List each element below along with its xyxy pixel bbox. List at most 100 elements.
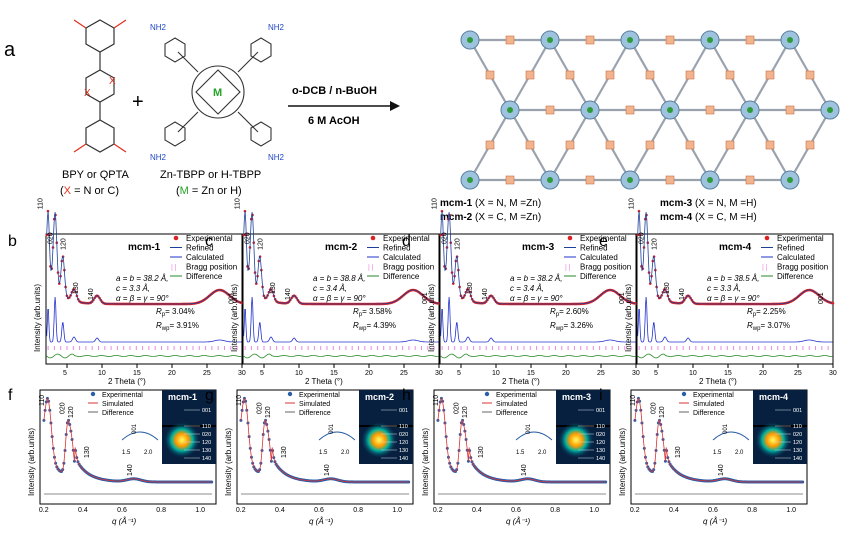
- peak-label-110: 110: [236, 395, 243, 406]
- inset-tick-label: 1.5: [516, 450, 525, 456]
- peak-label-140: 140: [521, 464, 528, 476]
- metal-node: [667, 107, 673, 113]
- porphyrin-structure: [164, 37, 272, 147]
- linker-node: [805, 70, 815, 80]
- panel-title: mcm-4: [719, 242, 752, 253]
- legend-entry: Bragg position: [383, 263, 434, 272]
- saxs-panel-mcm-4: i Intensity (arb.units) q (Å⁻¹) 0.2 0.4 0.6 0.…: [599, 387, 808, 526]
- metal-node: [827, 107, 833, 113]
- x-tick-label: 1.0: [195, 507, 205, 514]
- pxrd-panel-mcm-4: e Intensity (arb.units) 2 Theta (°) 5 10 15 20…: [599, 198, 837, 386]
- inset-tick-label: 1.5: [319, 450, 328, 456]
- x-tick-label: 5: [260, 370, 264, 377]
- legend-entry: Difference: [777, 272, 814, 281]
- saxs-panel-mcm-2: g Intensity (arb.units) q (Å⁻¹) 0.2 0.4 0.6 0.…: [205, 387, 414, 526]
- rp-value: Rp= 2.25%: [747, 307, 786, 318]
- panel-letter: h: [402, 387, 411, 404]
- peak-label-140: 140: [679, 288, 686, 300]
- diffraction-rings: [755, 422, 791, 458]
- x-tick-label: 15: [330, 370, 338, 377]
- experimental-point: [210, 480, 214, 484]
- linker-node: [505, 35, 515, 45]
- x-tick-label: 10: [492, 370, 500, 377]
- ring-label: 001: [202, 408, 211, 414]
- peak-label-020: 020: [47, 232, 54, 244]
- peak-label-110: 110: [235, 198, 242, 209]
- x-tick-label: 1.0: [392, 507, 402, 514]
- legend-entry: Difference: [186, 272, 223, 281]
- x-tick-label: 10: [295, 370, 303, 377]
- metal-node: [587, 107, 593, 113]
- cof-network: [460, 30, 840, 190]
- pattern-title: mcm-3: [562, 392, 591, 402]
- x-atom-bottom: X: [84, 88, 91, 99]
- calculated-line: [440, 296, 636, 343]
- pxrd-panel-mcm-1: b Intensity (arb.units) 2 Theta (°) 5 10 15 20…: [8, 198, 246, 386]
- x-tick-label: 5: [654, 370, 658, 377]
- experimental-point: [242, 233, 245, 237]
- legend-marker: [90, 391, 96, 397]
- linker-node: [765, 70, 775, 80]
- lattice-c: c = 3.4 Å,: [313, 284, 347, 293]
- ring-label: 140: [793, 456, 802, 462]
- pxrd-frame: [636, 233, 834, 365]
- peak-label-130: 130: [84, 446, 91, 458]
- x-tick-label: 0.6: [511, 507, 521, 514]
- legend-entry: Experimental: [496, 392, 537, 399]
- ring-label: 001: [793, 408, 802, 414]
- x-tick-label: 0.8: [747, 507, 757, 514]
- product-label-mcm-2: mcm-2 (X = C, M =Zn): [440, 212, 541, 223]
- linker-node: [625, 105, 635, 115]
- linker-node: [525, 140, 535, 150]
- inset-curve: [318, 431, 356, 441]
- legend-entry: Difference: [299, 410, 331, 417]
- difference-line: [440, 353, 636, 359]
- panel-letter: d: [402, 233, 411, 250]
- peak-label-120: 120: [265, 406, 272, 418]
- lattice-ab: a = b = 38.5 Å,: [707, 274, 759, 283]
- x-tick-label: 30: [238, 370, 246, 377]
- x-tick-label: 0.8: [550, 507, 560, 514]
- x-tick-label: 25: [203, 370, 211, 377]
- experimental-point: [604, 480, 608, 484]
- peak-label-130: 130: [73, 282, 80, 294]
- ring-label: 020: [596, 432, 605, 438]
- peak-label-020: 020: [59, 402, 66, 414]
- metal-node: [627, 37, 633, 43]
- legend-entry: Experimental: [777, 234, 824, 243]
- y-axis-label: Intensity (arb.units): [230, 284, 239, 352]
- x-tick-label: 10: [98, 370, 106, 377]
- peak-label-140: 140: [324, 464, 331, 476]
- pxrd-frame: [242, 233, 440, 365]
- x-tick-label: 20: [168, 370, 176, 377]
- x-tick-label: 1.0: [589, 507, 599, 514]
- legend-entry: Calculated: [580, 253, 618, 262]
- peak-label-130: 130: [270, 282, 277, 294]
- product-label-mcm-1: mcm-1 (X = N, M =Zn): [440, 198, 541, 209]
- ring-label: 140: [399, 456, 408, 462]
- inset-frame: [711, 420, 751, 450]
- inset-peak-label: 001: [132, 423, 138, 434]
- panel-title: mcm-1: [128, 242, 161, 253]
- aldehyde-note: (X = N or C): [60, 185, 119, 197]
- peak-label-020: 020: [638, 232, 645, 244]
- x-axis-label: 2 Theta (°): [502, 377, 540, 386]
- ring-label: 110: [793, 424, 802, 430]
- difference-line: [46, 353, 242, 359]
- ring-label: 020: [793, 432, 802, 438]
- linker-node: [665, 175, 675, 185]
- linker-node: [485, 140, 495, 150]
- ring-label: 120: [202, 440, 211, 446]
- legend-entry: Simulated: [299, 401, 330, 408]
- legend-entry: Bragg position: [777, 263, 828, 272]
- peak-label-110: 110: [39, 395, 46, 406]
- x-tick-label: 5: [457, 370, 461, 377]
- linker-node: [525, 70, 535, 80]
- legend-entry: Experimental: [580, 234, 627, 243]
- linker-node: [645, 140, 655, 150]
- peak-label-110: 110: [432, 198, 439, 209]
- y-axis-label: Intensity (arb.units): [27, 428, 36, 496]
- legend-entry: Experimental: [299, 392, 340, 399]
- ring-label: 001: [596, 408, 605, 414]
